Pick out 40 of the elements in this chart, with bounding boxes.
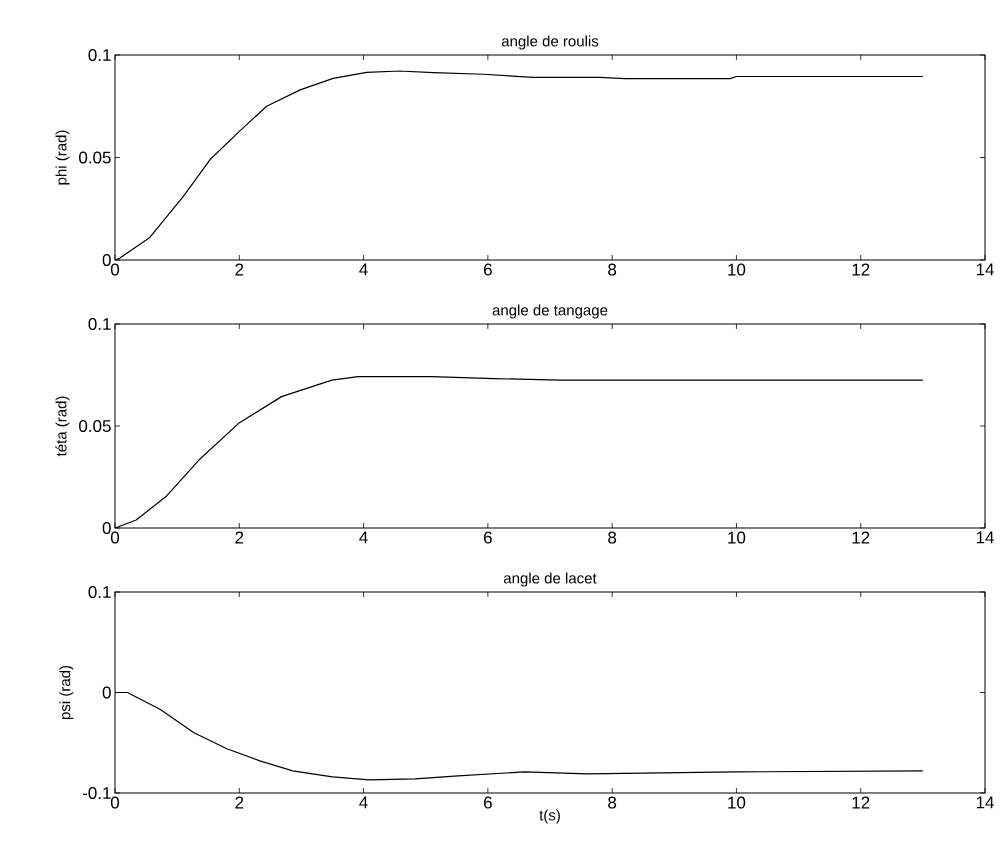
y-tick-label: 0	[102, 521, 111, 535]
x-tick-label: 4	[359, 263, 368, 276]
y-tick-label: -0.1	[82, 786, 111, 800]
x-tick-label: 12	[852, 531, 870, 544]
y-axis-title: phi (rad)	[55, 130, 70, 185]
x-tick-label: 10	[728, 531, 746, 544]
x-tick-label: 8	[608, 796, 617, 809]
x-tick-label: 4	[359, 531, 368, 544]
y-tick-label: 0.1	[88, 48, 111, 62]
x-axis-title: t(s)	[539, 809, 560, 824]
chart-title: angle de roulis	[501, 35, 599, 50]
x-tick-label: 14	[976, 796, 994, 809]
x-tick-label: 10	[728, 796, 746, 809]
x-tick-label: 14	[976, 263, 994, 276]
x-tick-label: 12	[852, 263, 870, 276]
x-tick-label: 4	[359, 796, 368, 809]
x-tick-label: 6	[484, 263, 492, 276]
x-tick-label: 14	[976, 531, 994, 544]
x-tick-label: 6	[484, 531, 492, 544]
x-tick-label: 8	[608, 531, 617, 544]
x-tick-label: 6	[484, 796, 492, 809]
x-tick-label: 12	[852, 796, 870, 809]
y-tick-label: 0.1	[88, 585, 111, 599]
x-tick-label: 0	[110, 263, 120, 276]
x-tick-label: 0	[110, 531, 120, 544]
x-tick-label: 8	[608, 263, 617, 276]
y-axis-title: téta (rad)	[55, 396, 70, 457]
x-tick-label: 2	[235, 263, 244, 276]
y-tick-label: 0.1	[88, 317, 111, 331]
y-tick-label: 0.05	[79, 419, 111, 433]
x-tick-label: 0	[110, 796, 120, 809]
y-tick-label: 0.05	[79, 151, 111, 164]
y-tick-label: 0	[102, 686, 111, 699]
x-tick-label: 2	[235, 796, 244, 809]
chart-title: angle de tangage	[492, 304, 608, 319]
x-tick-label: 10	[728, 263, 746, 276]
x-tick-label: 2	[235, 531, 244, 544]
y-axis-title: psi (rad)	[59, 665, 74, 720]
chart-title: angle de lacet	[503, 572, 597, 587]
y-tick-label: 0	[102, 253, 111, 267]
